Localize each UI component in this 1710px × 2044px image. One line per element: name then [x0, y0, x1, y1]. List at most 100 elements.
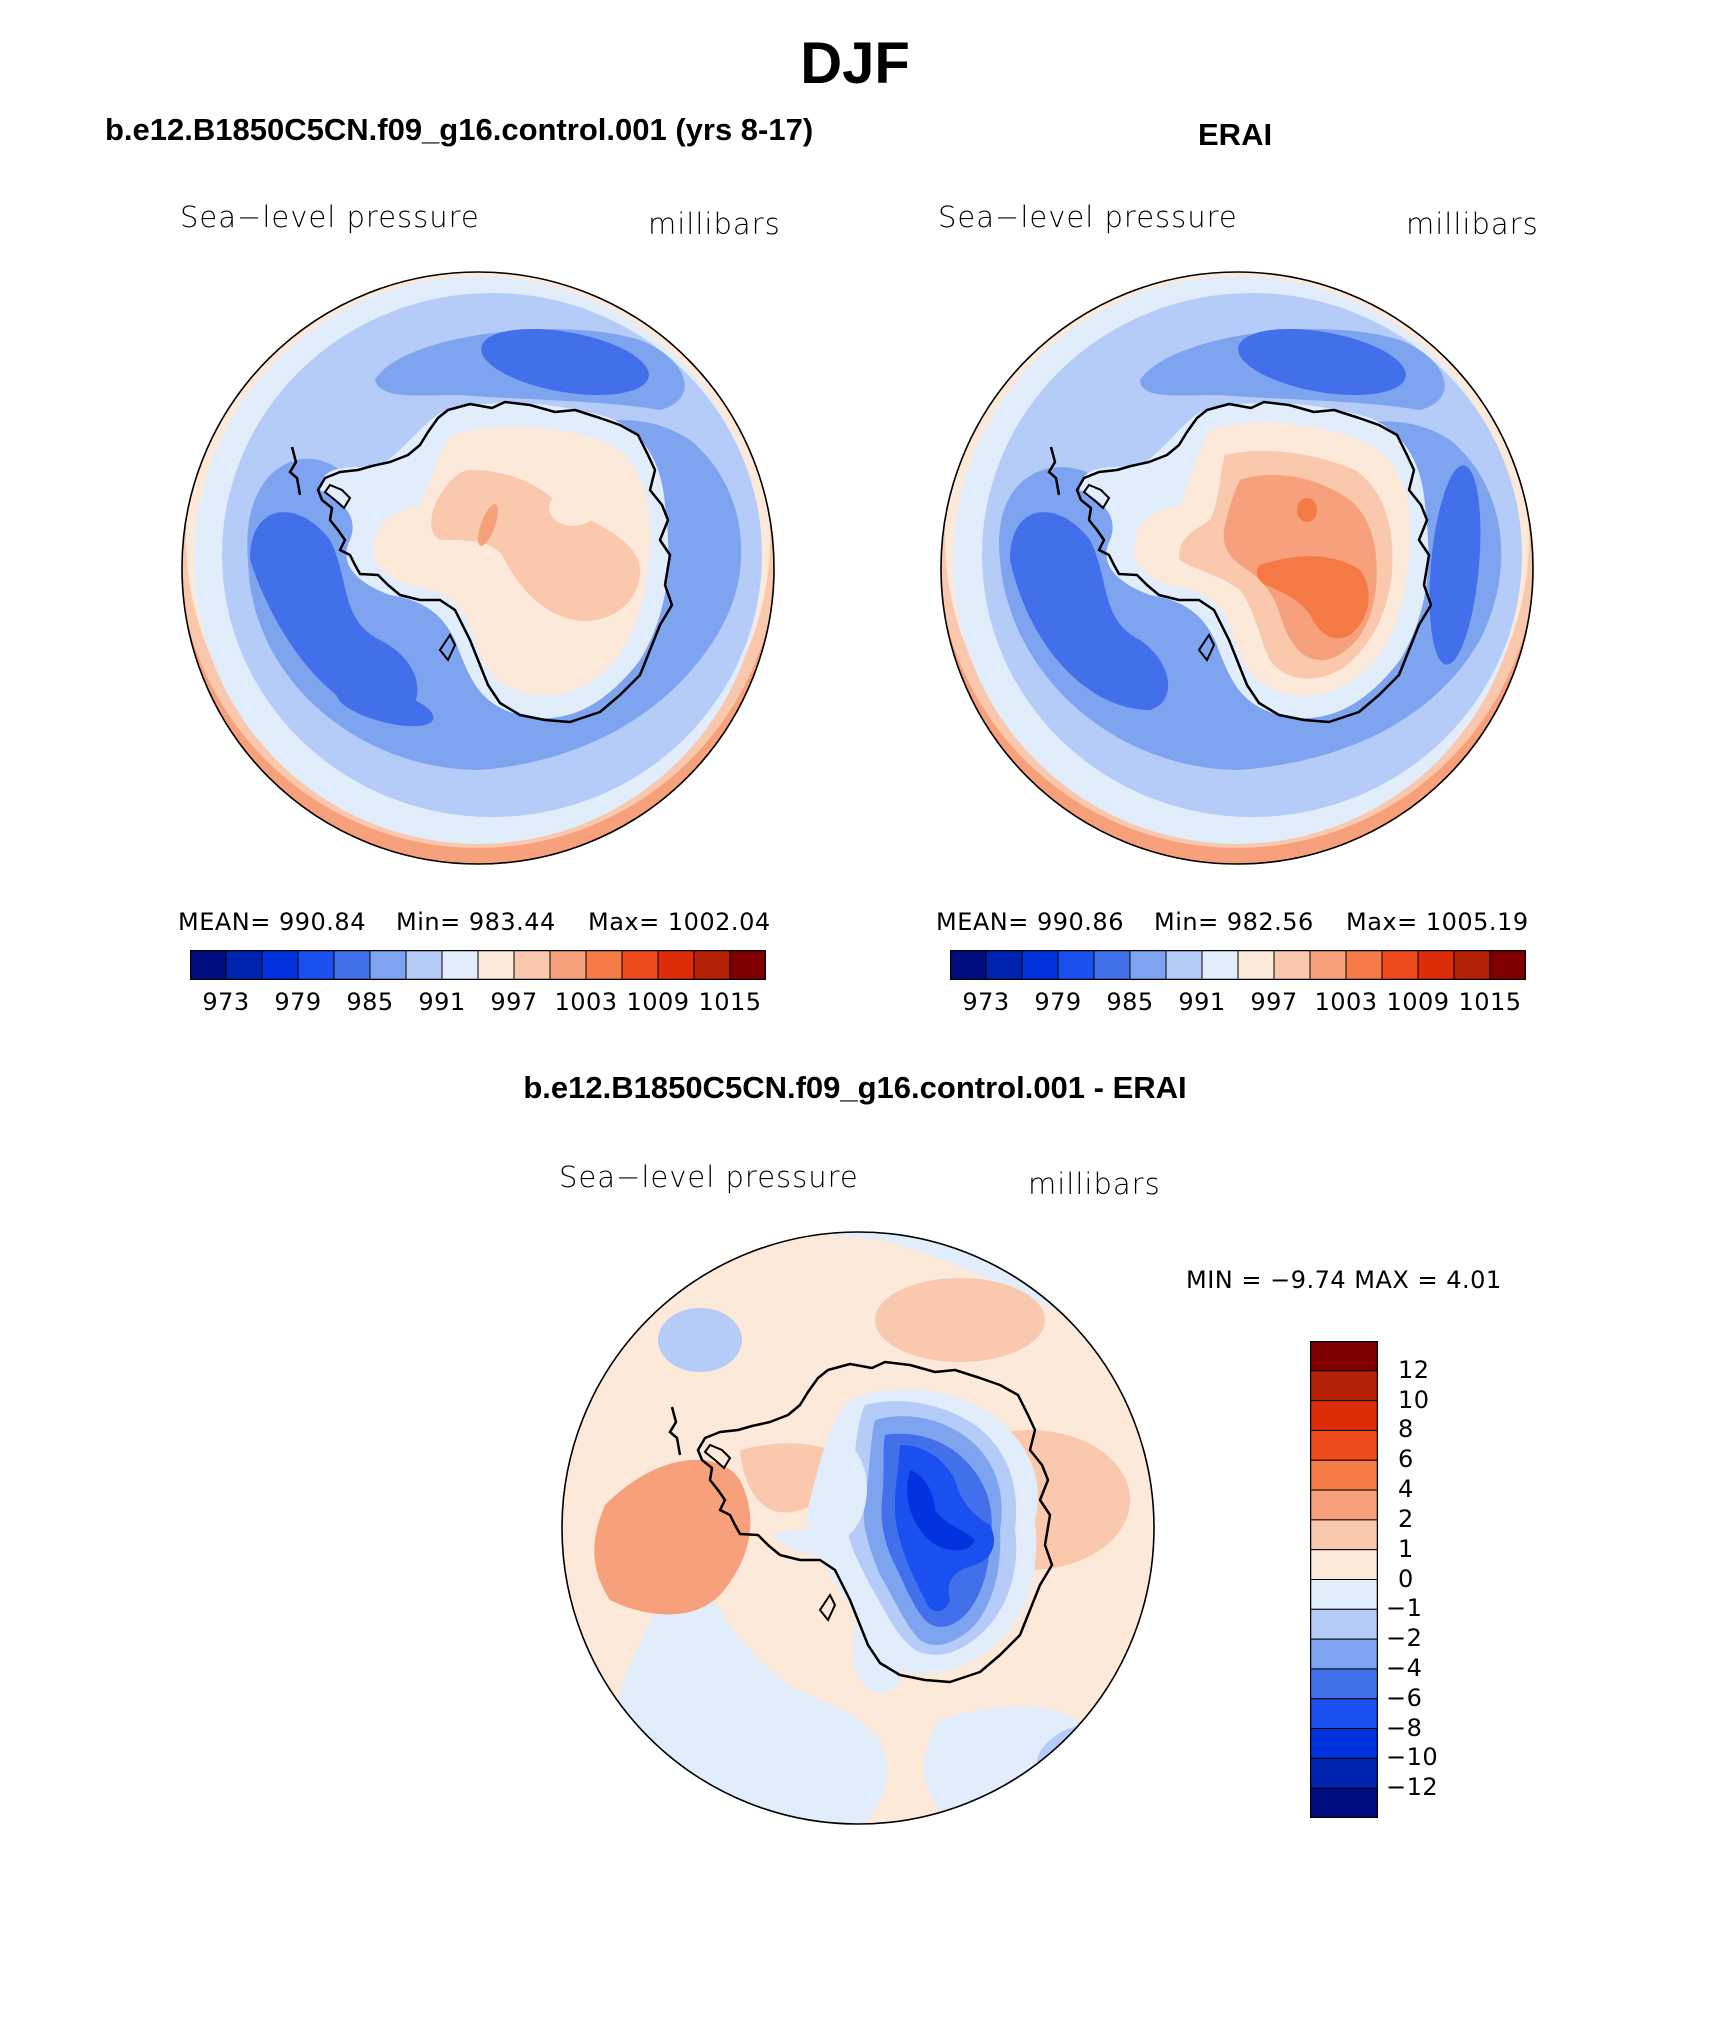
- colorbar-box: [1309, 950, 1347, 980]
- colorbar-box: [1489, 950, 1526, 980]
- colorbar-box: [1310, 1549, 1378, 1580]
- model-panel-title: b.e12.B1850C5CN.f09_g16.control.001 (yrs…: [105, 112, 814, 147]
- colorbar-box: [621, 950, 659, 980]
- colorbar-box: [441, 950, 479, 980]
- model-colorbar-ticks: 973 979 985 991 997 1003 1009 1015: [190, 988, 766, 1018]
- colorbar-box: [1310, 1757, 1378, 1789]
- colorbar-box: [549, 950, 587, 980]
- colorbar-box: [1310, 1429, 1378, 1461]
- obs-map: [941, 272, 1533, 864]
- colorbar-box: [405, 950, 443, 980]
- colorbar-tick-label: −6: [1386, 1683, 1423, 1712]
- colorbar-box: [1310, 1579, 1378, 1610]
- colorbar-tick-label: 8: [1398, 1415, 1414, 1444]
- colorbar-box: [1057, 950, 1095, 980]
- colorbar-tick-label: 2: [1398, 1504, 1414, 1533]
- model-variable-label: Sea−level pressure: [180, 200, 480, 234]
- colorbar-box: [513, 950, 551, 980]
- colorbar-tick-label: −1: [1386, 1594, 1423, 1623]
- colorbar-box: [297, 950, 335, 980]
- colorbar-box: [1310, 1608, 1378, 1640]
- obs-max-stat: Max= 1005.19: [1346, 908, 1529, 936]
- colorbar-box: [657, 950, 695, 980]
- colorbar-tick-label: 1015: [1458, 988, 1522, 1016]
- colorbar-tick-label: 1009: [626, 988, 690, 1016]
- colorbar-tick-label: 997: [1250, 988, 1298, 1016]
- colorbar-box: [1273, 950, 1311, 980]
- colorbar-box: [1310, 1341, 1378, 1372]
- model-mean-stat: MEAN= 990.84: [178, 908, 366, 936]
- model-units-label: millibars: [648, 207, 781, 241]
- colorbar-box: [1310, 1787, 1378, 1818]
- colorbar-tick-label: 985: [346, 988, 394, 1016]
- colorbar-tick-label: 979: [1034, 988, 1082, 1016]
- colorbar-box: [1310, 1728, 1378, 1759]
- colorbar-box: [729, 950, 766, 980]
- obs-colorbar-ticks: 973 979 985 991 997 1003 1009 1015: [950, 988, 1526, 1018]
- colorbar-box: [1310, 1698, 1378, 1730]
- colorbar-tick-label: 997: [490, 988, 538, 1016]
- colorbar-box: [693, 950, 731, 980]
- colorbar-tick-label: 973: [962, 988, 1010, 1016]
- colorbar-box: [1093, 950, 1131, 980]
- diff-variable-label: Sea−level pressure: [559, 1160, 859, 1194]
- colorbar-box: [1201, 950, 1239, 980]
- colorbar-tick-label: 6: [1398, 1445, 1414, 1474]
- colorbar-tick-label: −2: [1386, 1624, 1423, 1653]
- season-title: DJF: [800, 31, 910, 96]
- difference-colorbar-ticks: 12 10 8 6 4 2 1 0 −1 −2 −4 −6 −8 −10 −12: [1386, 1341, 1466, 1818]
- colorbar-tick-label: 1: [1398, 1534, 1414, 1563]
- colorbar-box: [1310, 1638, 1378, 1670]
- model-map: [182, 272, 774, 864]
- colorbar-tick-label: 985: [1106, 988, 1154, 1016]
- colorbar-box: [1237, 950, 1275, 980]
- obs-colorbar: [950, 950, 1526, 980]
- colorbar-box: [1417, 950, 1455, 980]
- colorbar-box: [1021, 950, 1059, 980]
- colorbar-tick-label: 1003: [1314, 988, 1378, 1016]
- colorbar-tick-label: 10: [1398, 1385, 1430, 1414]
- difference-map: [562, 1232, 1154, 1824]
- colorbar-box: [1310, 1519, 1378, 1551]
- colorbar-tick-label: 4: [1398, 1475, 1414, 1504]
- difference-colorbar: [1310, 1341, 1378, 1818]
- colorbar-box: [333, 950, 371, 980]
- colorbar-tick-label: 979: [274, 988, 322, 1016]
- colorbar-box: [1129, 950, 1167, 980]
- colorbar-box: [190, 950, 227, 980]
- colorbar-box: [985, 950, 1023, 980]
- colorbar-box: [261, 950, 299, 980]
- colorbar-box: [1310, 1668, 1378, 1700]
- obs-mean-stat: MEAN= 990.86: [936, 908, 1124, 936]
- colorbar-outline: [1310, 1341, 1378, 1818]
- colorbar-tick-label: 12: [1398, 1355, 1430, 1384]
- colorbar-box: [369, 950, 407, 980]
- colorbar-tick-label: 0: [1398, 1564, 1414, 1593]
- colorbar-box: [950, 950, 987, 980]
- colorbar-outline: [950, 950, 1526, 980]
- colorbar-box: [1165, 950, 1203, 980]
- difference-panel-title: b.e12.B1850C5CN.f09_g16.control.001 - ER…: [523, 1070, 1187, 1105]
- colorbar-tick-label: −12: [1386, 1773, 1439, 1802]
- colorbar-box: [1345, 950, 1383, 980]
- colorbar-tick-label: 1009: [1386, 988, 1450, 1016]
- colorbar-outline: [190, 950, 766, 980]
- obs-min-stat: Min= 982.56: [1154, 908, 1314, 936]
- colorbar-box: [1453, 950, 1491, 980]
- colorbar-box: [225, 950, 263, 980]
- model-max-stat: Max= 1002.04: [588, 908, 771, 936]
- colorbar-box: [477, 950, 515, 980]
- colorbar-tick-label: 991: [418, 988, 466, 1016]
- colorbar-box: [585, 950, 623, 980]
- colorbar-tick-label: 973: [202, 988, 250, 1016]
- colorbar-box: [1310, 1370, 1378, 1402]
- diff-units-label: millibars: [1028, 1167, 1161, 1201]
- colorbar-tick-label: 991: [1178, 988, 1226, 1016]
- colorbar-tick-label: −10: [1386, 1743, 1439, 1772]
- obs-units-label: millibars: [1406, 207, 1539, 241]
- diff-minmax-stat: MIN = −9.74 MAX = 4.01: [1186, 1266, 1502, 1294]
- colorbar-tick-label: −4: [1386, 1653, 1423, 1682]
- colorbar-box: [1381, 950, 1419, 980]
- colorbar-tick-label: 1015: [698, 988, 762, 1016]
